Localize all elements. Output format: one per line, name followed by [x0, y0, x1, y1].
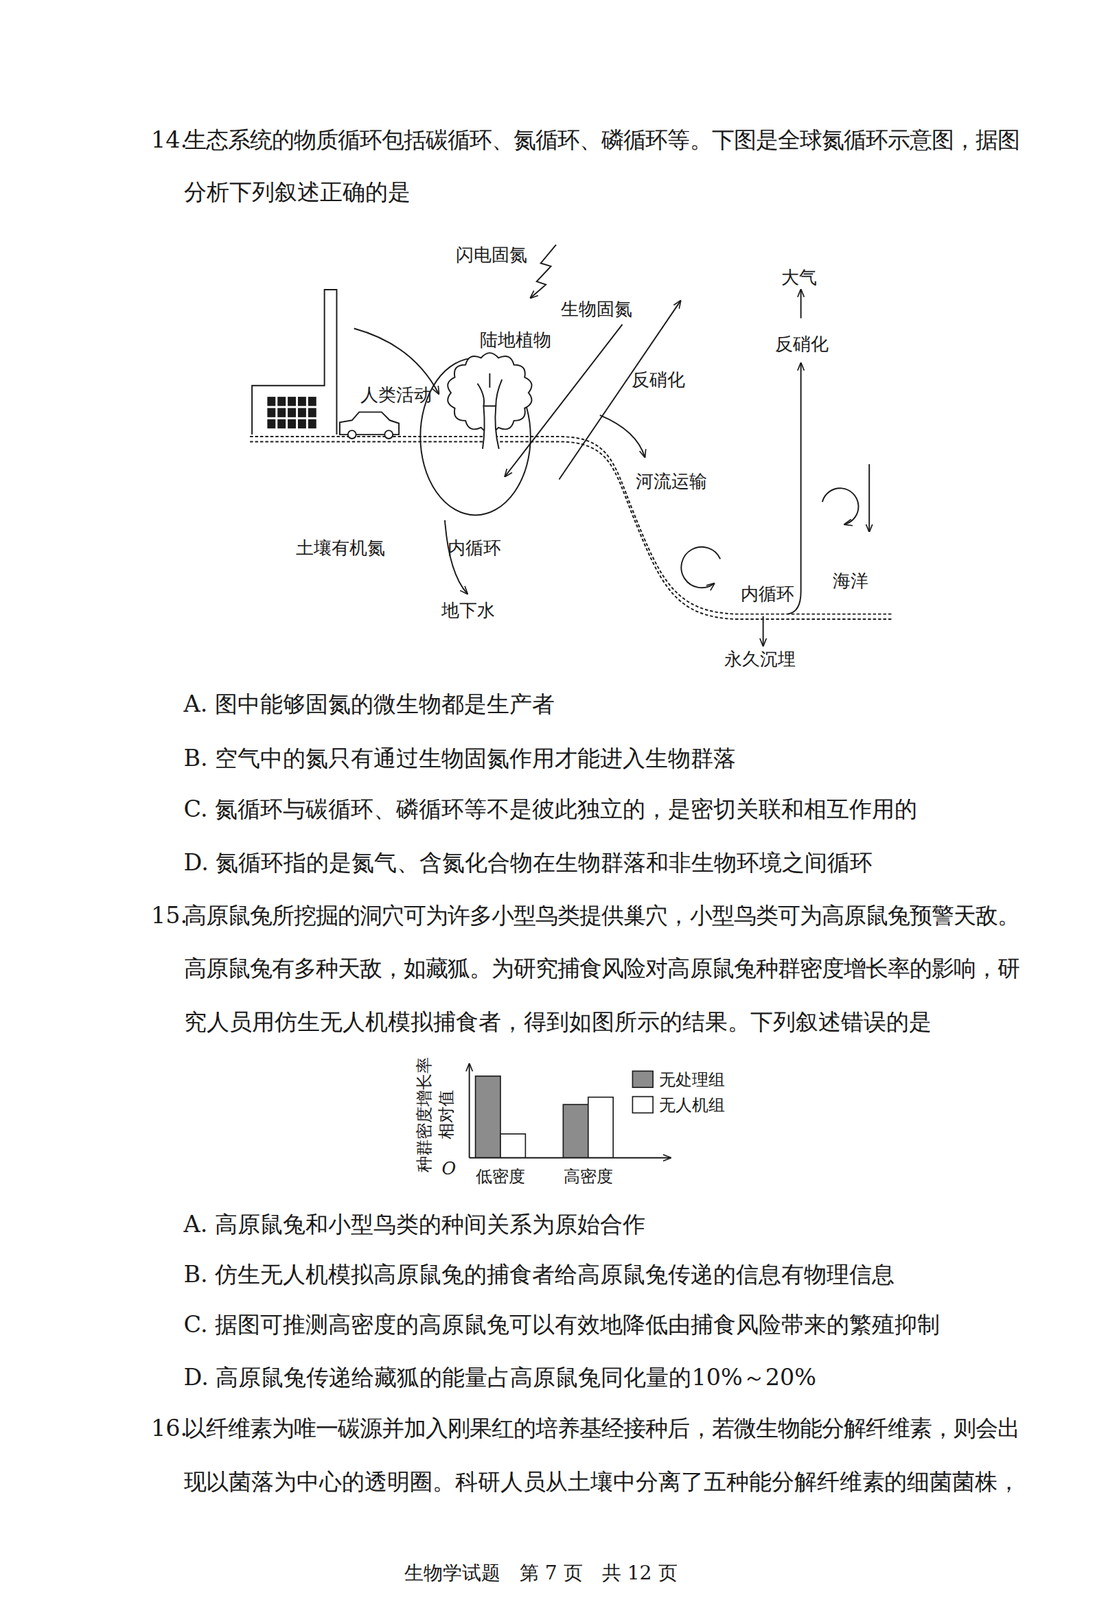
y-axis-label: 相对值	[436, 1090, 456, 1140]
legend-swatch	[632, 1070, 653, 1088]
factory-window	[297, 396, 307, 406]
option: A. 图中能够固氮的微生物都是生产者	[183, 690, 555, 718]
factory-window	[277, 396, 286, 406]
question-number: 14.	[151, 126, 188, 154]
tree-trunk	[482, 405, 500, 449]
legend-label: 无人机组	[659, 1095, 725, 1115]
diagram-label: 反硝化	[775, 333, 829, 355]
x-tick-label: 低密度	[475, 1167, 526, 1187]
ocean-denitrification-arrow	[787, 363, 801, 615]
factory-window	[287, 419, 296, 429]
factory	[251, 289, 337, 435]
denitrification-arrow	[558, 300, 681, 480]
burial-arrow	[762, 616, 765, 646]
option: C. 据图可推测高密度的高原鼠兔可以有效地降低由捕食风险带来的繁殖抑制	[183, 1311, 941, 1338]
ground-line	[249, 436, 893, 615]
ground-line	[249, 441, 893, 620]
factory-window	[277, 419, 286, 429]
diagram-label: 河流运输	[635, 470, 708, 492]
car-wheel	[348, 430, 357, 439]
diagram-label: 永久沉埋	[724, 648, 796, 670]
river-arrow	[599, 415, 645, 458]
diagram-label: 人类活动	[360, 384, 432, 406]
legend-label: 无处理组	[659, 1070, 725, 1090]
ocean-inner-cycle	[681, 547, 721, 588]
bars	[475, 1076, 614, 1159]
lightning	[530, 245, 557, 298]
question-stem-line: 以纤维素为唯一碳源并加入刚果红的培养基经接种后，若微生物能分解纤维素，则会出	[183, 1414, 1021, 1442]
factory-window	[308, 407, 317, 417]
chart: 低密度 高密度 O 种群密度增长率相对值 无处理组无人机组	[414, 1057, 725, 1187]
tree-branches	[477, 373, 503, 407]
diagram-label: 内循环	[447, 537, 502, 559]
diagram-label: 土壤有机氮	[295, 537, 386, 559]
factory-window	[297, 407, 307, 417]
diagram-label: 内循环	[740, 583, 795, 605]
bar	[475, 1076, 501, 1159]
question-stem-line: 分析下列叙述正确的是	[183, 178, 411, 206]
diagram-label: 闪电固氮	[455, 244, 528, 265]
question: 16.以纤维素为唯一碳源并加入刚果红的培养基经接种后，若微生物能分解纤维素，则会…	[151, 1414, 1021, 1495]
questions: 14.生态系统的物质循环包括碳循环、氮循环、磷循环等。下图是全球氮循环示意图，据…	[151, 126, 1021, 1495]
question-stem-line: 高原鼠兔所挖掘的洞穴可为许多小型鸟类提供巢穴，小型鸟类可为高原鼠兔预警天敌。	[183, 902, 1021, 929]
factory-window	[287, 396, 296, 406]
x-axis	[469, 1157, 671, 1159]
option: B. 空气中的氮只有通过生物固氮作用才能进入生物群落	[183, 744, 737, 772]
option: C. 氮循环与碳循环、磷循环等不是彼此独立的，是密切关联和相互作用的	[183, 795, 918, 823]
bar	[562, 1104, 588, 1159]
y-axis-label: 种群密度增长率	[414, 1057, 434, 1173]
question-number: 16.	[151, 1414, 188, 1442]
question-stem-line: 高原鼠兔有多种天敌，如藏狐。为研究捕食风险对高原鼠兔种群密度增长率的影响，研	[183, 954, 1021, 982]
ocean-cycle	[822, 488, 859, 525]
factory-window	[287, 407, 296, 417]
question-number: 15.	[151, 902, 188, 929]
origin-label: O	[442, 1158, 457, 1179]
factory-window	[267, 407, 276, 417]
x-tick-label: 高密度	[563, 1167, 614, 1187]
diagram-label: 陆地植物	[479, 329, 552, 351]
y-axis	[468, 1064, 471, 1159]
atmosphere-arrow	[800, 289, 802, 319]
bar	[500, 1134, 526, 1159]
factory-window	[267, 396, 276, 406]
question: 14.生态系统的物质循环包括碳循环、氮循环、磷循环等。下图是全球氮循环示意图，据…	[151, 126, 1021, 876]
option: B. 仿生无人机模拟高原鼠兔的捕食者给高原鼠兔传递的信息有物理信息	[183, 1261, 896, 1288]
factory-window	[308, 419, 317, 429]
option: A. 高原鼠兔和小型鸟类的种间关系为原始合作	[183, 1210, 646, 1238]
question-stem-line: 现以菌落为中心的透明圈。科研人员从土壤中分离了五种能分解纤维素的细菌菌株，	[183, 1468, 1021, 1496]
ocean-down-arrow	[868, 464, 870, 532]
option: D. 高原鼠兔传递给藏狐的能量占高原鼠兔同化量的10%～20%	[183, 1364, 817, 1391]
diagram-label: 海洋	[832, 570, 869, 592]
diagram-label: 大气	[781, 267, 817, 288]
diagram-label: 反硝化	[631, 369, 686, 390]
question-stem-line: 生态系统的物质循环包括碳循环、氮循环、磷循环等。下图是全球氮循环示意图，据图	[183, 126, 1021, 154]
page-footer: 生物学试题 第 7 页 共 12 页	[404, 1561, 678, 1585]
diagram-labels: 闪电固氮生物固氮陆地植物人类活动反硝化河流运输土壤有机氮内循环地下水内循环海洋永…	[295, 244, 869, 670]
legend-swatch	[632, 1097, 653, 1114]
diagram-label: 生物固氮	[560, 298, 633, 320]
factory-window	[297, 419, 307, 429]
question-stem-line: 究人员用仿生无人机模拟捕食者，得到如图所示的结果。下列叙述错误的是	[183, 1008, 932, 1036]
diagram-label: 地下水	[440, 599, 495, 621]
factory-window	[308, 396, 317, 406]
factory-window	[267, 419, 276, 429]
question: 15.高原鼠兔所挖掘的洞穴可为许多小型鸟类提供巢穴，小型鸟类可为高原鼠兔预警天敌…	[151, 902, 1021, 1391]
factory-window	[277, 407, 286, 417]
bar	[588, 1097, 614, 1158]
option: D. 氮循环指的是氮气、含氮化合物在生物群落和非生物环境之间循环	[183, 849, 874, 876]
car-wheel	[384, 430, 393, 439]
page: 14.生态系统的物质循环包括碳循环、氮循环、磷循环等。下图是全球氮循环示意图，据…	[0, 0, 1108, 1600]
nitrogen-cycle-diagram	[249, 245, 893, 646]
